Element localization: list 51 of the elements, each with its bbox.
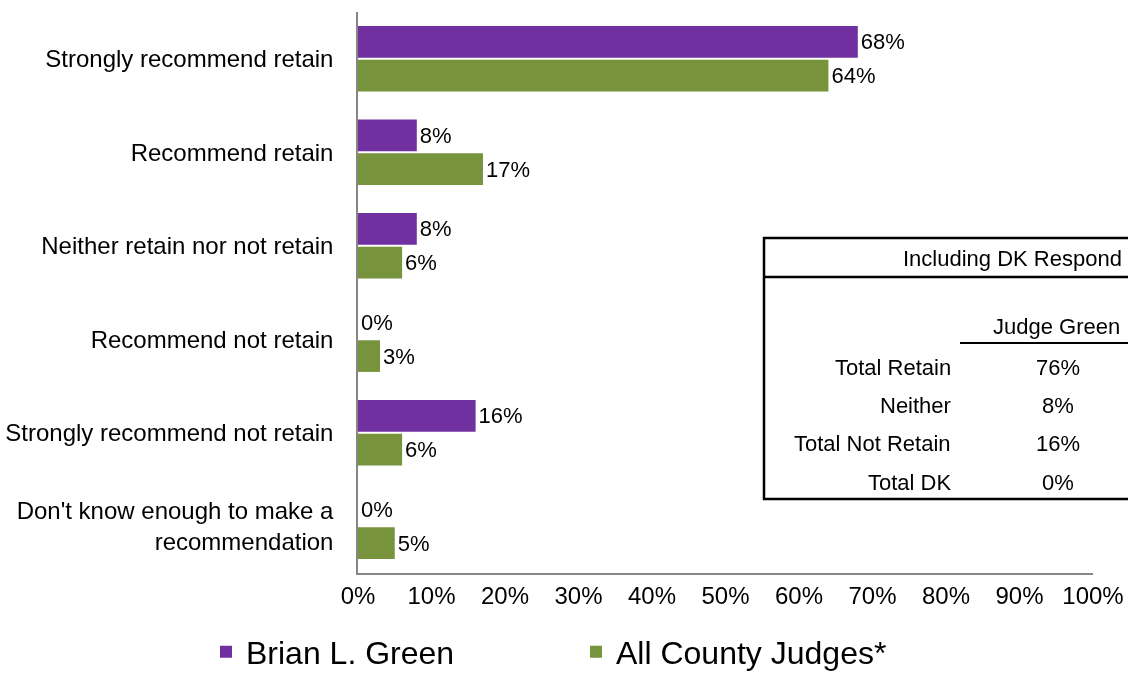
- legend-label: Brian L. Green: [246, 635, 455, 672]
- bar: [358, 59, 829, 92]
- bar: [358, 246, 403, 279]
- bar: [358, 340, 381, 372]
- y-tick-label: Don't know enough to make a recommendation: [16, 497, 335, 556]
- data-label: 68%: [860, 29, 905, 55]
- x-tick-label: 90%: [995, 581, 1044, 609]
- annotation: Total Retain: [835, 355, 952, 380]
- annotation: 16%: [1036, 431, 1081, 456]
- x-tick-label: 70%: [848, 581, 897, 609]
- y-tick-label: Strongly recommend retain: [45, 45, 334, 73]
- data-label: 0%: [361, 309, 393, 335]
- data-label: 16%: [478, 403, 523, 429]
- data-label: 3%: [383, 343, 415, 369]
- x-tick-label: 50%: [701, 581, 750, 609]
- data-label: 64%: [831, 63, 876, 89]
- y-tick-label: Neither retain nor not retain: [41, 232, 334, 260]
- annotation: 76%: [1036, 355, 1081, 380]
- data-label: 8%: [419, 122, 452, 148]
- legend-label: All County Judges*: [616, 635, 887, 672]
- data-label: 5%: [397, 530, 430, 556]
- bar: [358, 400, 476, 432]
- x-tick-label: 60%: [774, 581, 824, 609]
- annotation: Judge Green: [993, 314, 1121, 339]
- annotation: Total Not Retain: [794, 431, 951, 456]
- bar: [358, 213, 417, 245]
- bar: [358, 153, 483, 185]
- annotation: Neither: [880, 393, 951, 418]
- x-tick-label: 40%: [627, 581, 677, 609]
- data-label: 17%: [485, 156, 530, 182]
- x-tick-label: 100%: [1062, 581, 1124, 609]
- annotation: Total DK: [868, 470, 952, 495]
- bar: [358, 433, 403, 466]
- bar: [358, 527, 395, 559]
- annotation: 0%: [1042, 470, 1074, 495]
- annotation: 8%: [1042, 393, 1074, 418]
- annotation: Including DK Respond: [903, 246, 1122, 271]
- y-tick-label: Recommend retain: [130, 138, 334, 166]
- data-label: 6%: [405, 250, 437, 276]
- data-label: 6%: [405, 437, 437, 463]
- data-label: 0%: [361, 496, 393, 522]
- y-tick-label: Strongly recommend not retain: [5, 419, 334, 447]
- x-tick-label: 0%: [340, 581, 376, 609]
- x-tick-label: 80%: [921, 581, 971, 609]
- x-tick-label: 10%: [407, 581, 456, 609]
- x-tick-label: 30%: [554, 581, 603, 609]
- x-tick-label: 20%: [480, 581, 530, 609]
- bar: [358, 119, 417, 152]
- y-tick-label: Recommend not retain: [90, 325, 334, 353]
- data-label: 8%: [419, 216, 452, 242]
- bar: [358, 26, 858, 58]
